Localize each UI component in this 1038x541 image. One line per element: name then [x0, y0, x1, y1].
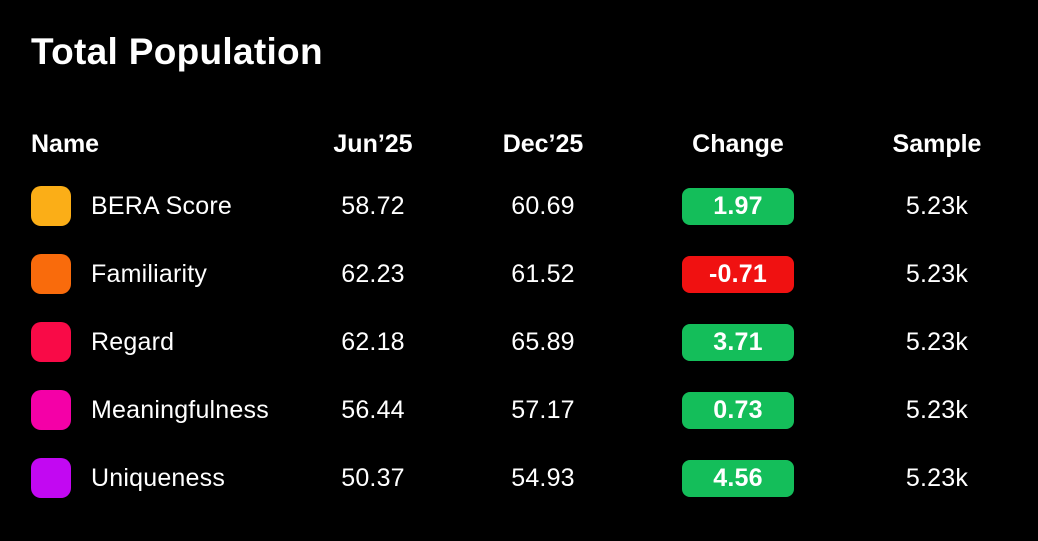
- page-title: Total Population: [31, 31, 323, 72]
- jun-value: 62.23: [341, 259, 405, 288]
- series-name-label: Uniqueness: [91, 463, 226, 492]
- table-row: Meaningfulness 56.44 57.17 0.73 5.23k: [31, 376, 1038, 444]
- dec-value: 60.69: [511, 191, 575, 220]
- series-name-label: Meaningfulness: [91, 395, 269, 424]
- change-cell: 3.71: [639, 323, 837, 361]
- series-color-swatch: [31, 390, 71, 430]
- column-header-dec25: Dec’25: [502, 129, 584, 158]
- series-name-cell: Uniqueness: [31, 458, 299, 498]
- series-color-swatch: [31, 322, 71, 362]
- dec-value: 61.52: [511, 259, 575, 288]
- jun-value: 62.18: [341, 327, 405, 356]
- sample-value: 5.23k: [905, 327, 969, 356]
- dec-value: 65.89: [511, 327, 575, 356]
- change-cell: 4.56: [639, 459, 837, 497]
- change-badge: 4.56: [682, 459, 794, 497]
- column-header-change: Change: [692, 129, 784, 158]
- table-row: Uniqueness 50.37 54.93 4.56 5.23k: [31, 444, 1038, 512]
- sample-value: 5.23k: [905, 395, 969, 424]
- total-population-panel: Total Population Name Jun’25 Dec’25 Chan…: [31, 31, 1038, 512]
- table-row: Familiarity 62.23 61.52 -0.71 5.23k: [31, 240, 1038, 308]
- series-color-swatch: [31, 254, 71, 294]
- series-name-label: Familiarity: [91, 259, 208, 288]
- dec-value: 57.17: [511, 395, 575, 424]
- sample-value: 5.23k: [905, 191, 969, 220]
- sample-value: 5.23k: [905, 463, 969, 492]
- series-name-cell: Regard: [31, 322, 299, 362]
- series-name-cell: Familiarity: [31, 254, 299, 294]
- change-cell: 0.73: [639, 391, 837, 429]
- change-cell: 1.97: [639, 187, 837, 225]
- change-badge: 3.71: [682, 323, 794, 361]
- metrics-table: Name Jun’25 Dec’25 Change Sample BERA Sc…: [31, 116, 1038, 512]
- table-row: Regard 62.18 65.89 3.71 5.23k: [31, 308, 1038, 376]
- series-name-cell: BERA Score: [31, 186, 299, 226]
- table-row: BERA Score 58.72 60.69 1.97 5.23k: [31, 172, 1038, 240]
- change-cell: -0.71: [639, 255, 837, 293]
- series-color-swatch: [31, 186, 71, 226]
- column-header-sample: Sample: [892, 129, 982, 158]
- series-color-swatch: [31, 458, 71, 498]
- column-header-name: Name: [31, 129, 100, 158]
- dec-value: 54.93: [511, 463, 575, 492]
- change-badge: -0.71: [682, 255, 794, 293]
- series-name-cell: Meaningfulness: [31, 390, 299, 430]
- jun-value: 50.37: [341, 463, 405, 492]
- change-badge: 0.73: [682, 391, 794, 429]
- sample-value: 5.23k: [905, 259, 969, 288]
- jun-value: 58.72: [341, 191, 405, 220]
- series-name-label: BERA Score: [91, 191, 232, 220]
- series-name-label: Regard: [91, 327, 175, 356]
- column-header-jun25: Jun’25: [333, 129, 413, 158]
- table-header-row: Name Jun’25 Dec’25 Change Sample: [31, 116, 1038, 172]
- jun-value: 56.44: [341, 395, 405, 424]
- change-badge: 1.97: [682, 187, 794, 225]
